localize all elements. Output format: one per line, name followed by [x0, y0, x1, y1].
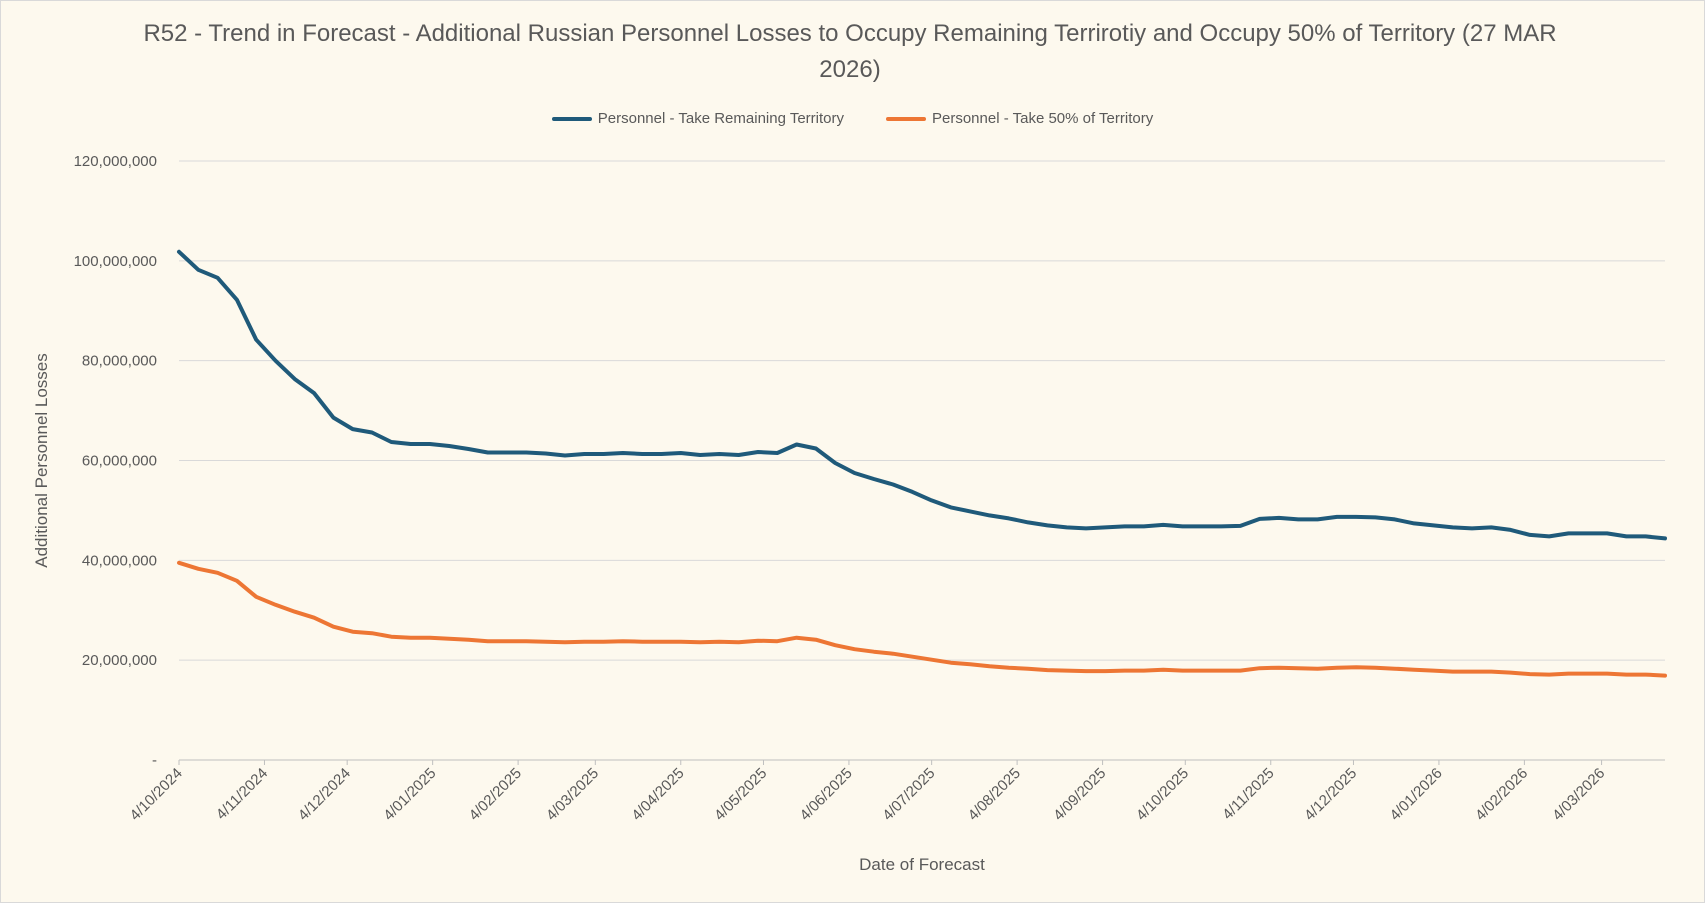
x-tick-label: 4/02/2026	[1472, 765, 1531, 824]
x-tick-label: 4/04/2025	[628, 765, 687, 824]
series-line-0	[177, 249, 1667, 541]
x-tick-label: 4/10/2024	[127, 765, 186, 824]
x-tick-label: 4/07/2025	[879, 765, 938, 824]
legend-item-half: Personnel - Take 50% of Territory	[886, 110, 1153, 127]
x-tick-label: 4/10/2025	[1133, 765, 1192, 824]
y-tick-label: 40,000,000	[82, 552, 157, 569]
y-tick-label: 120,000,000	[74, 153, 157, 170]
x-tick-label: 4/01/2026	[1387, 765, 1446, 824]
y-tick-label: 100,000,000	[74, 253, 157, 270]
chart-legend: Personnel - Take Remaining Territory Per…	[0, 110, 1705, 127]
y-tick-label: 80,000,000	[82, 353, 157, 370]
legend-item-remaining: Personnel - Take Remaining Territory	[551, 110, 844, 127]
x-tick-label: 4/01/2025	[380, 765, 439, 824]
x-tick-label: 4/12/2024	[295, 765, 354, 824]
x-tick-label: 4/11/2025	[1219, 765, 1277, 823]
x-tick-label: 4/11/2024	[213, 765, 271, 823]
legend-label-remaining: Personnel - Take Remaining Territory	[597, 110, 844, 127]
y-tick-label: -	[152, 752, 157, 769]
y-tick-label: 20,000,000	[82, 652, 157, 669]
y-axis-title: Additional Personnel Losses	[32, 353, 51, 568]
legend-swatch-remaining	[551, 116, 592, 121]
x-axis-title: Date of Forecast	[859, 855, 985, 874]
x-tick-label: 4/09/2025	[1050, 765, 1109, 824]
series-line-1	[177, 560, 1667, 678]
x-tick-label: 4/03/2025	[543, 765, 602, 824]
legend-swatch-half	[886, 116, 926, 121]
legend-label-half: Personnel - Take 50% of Territory	[932, 110, 1154, 127]
x-tick-label: 4/08/2025	[965, 765, 1024, 824]
y-tick-label: 60,000,000	[82, 453, 157, 470]
x-tick-label: 4/05/2025	[711, 765, 770, 824]
x-tick-label: 4/12/2025	[1301, 765, 1360, 824]
x-tick-label: 4/03/2026	[1549, 765, 1608, 824]
x-tick-label: 4/06/2025	[797, 765, 856, 824]
chart-title: R52 - Trend in Forecast - Additional Rus…	[143, 20, 1557, 83]
x-tick-label: 4/02/2025	[466, 765, 525, 824]
